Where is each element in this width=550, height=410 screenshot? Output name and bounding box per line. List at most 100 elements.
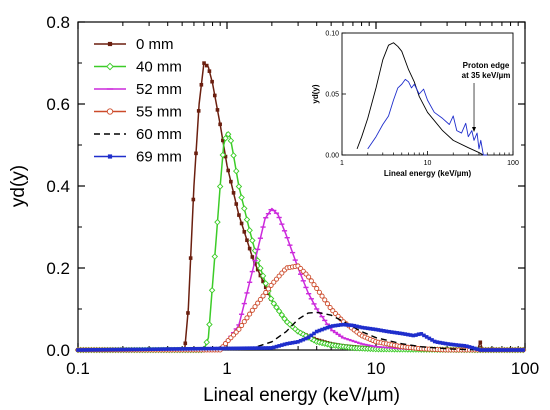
data-point [368, 326, 373, 331]
data-point [273, 304, 280, 311]
data-point [231, 346, 236, 351]
data-point [499, 348, 504, 352]
data-point [293, 340, 298, 345]
data-point [263, 346, 268, 350]
data-point [242, 346, 247, 351]
data-point [210, 79, 214, 84]
data-point [236, 326, 242, 332]
data-point [416, 332, 421, 337]
data-point [119, 347, 123, 352]
data-point [241, 205, 248, 212]
legend-label: 40 mm [136, 59, 182, 76]
data-point [483, 348, 488, 352]
data-point [259, 272, 267, 280]
data-point [175, 347, 180, 351]
data-point [365, 326, 370, 331]
data-point [406, 332, 410, 337]
x-axis-title: Lineal energy (keV/µm) [203, 385, 400, 406]
legend-item: 60 mm [94, 126, 182, 143]
data-point [352, 323, 357, 328]
series-55-mm [75, 263, 526, 353]
data-point [432, 339, 437, 344]
data-point [255, 346, 260, 350]
data-point [257, 297, 263, 303]
data-point [363, 326, 367, 330]
data-point [262, 280, 269, 287]
y-tick-label: 0.4 [46, 177, 70, 196]
inset-series-line-0 [356, 42, 484, 156]
data-point [253, 346, 257, 350]
data-point [261, 279, 265, 284]
data-point [250, 255, 255, 259]
x-tick-label: 10 [367, 359, 386, 378]
data-point [252, 304, 258, 310]
data-point [274, 344, 279, 349]
data-point [255, 300, 261, 306]
data-point [230, 152, 237, 159]
data-point [513, 348, 517, 352]
inset-x-tick-label: 10 [424, 160, 432, 167]
data-point [398, 331, 402, 336]
data-point [306, 335, 311, 340]
data-point [151, 347, 155, 352]
data-point [357, 325, 362, 329]
data-point [271, 279, 277, 285]
data-point [271, 345, 276, 350]
data-point [440, 341, 445, 345]
data-point [360, 325, 365, 330]
data-point [108, 347, 112, 352]
data-point [191, 197, 196, 202]
data-point [103, 347, 107, 352]
data-point [328, 324, 332, 329]
data-point [183, 341, 188, 346]
data-point [294, 328, 302, 335]
data-point [180, 347, 185, 351]
data-point [344, 323, 348, 327]
data-point [235, 183, 243, 190]
data-point [172, 347, 177, 351]
legend: 0 mm 40 mm 52 mm 55 mm 60 mm 69 mm [94, 36, 182, 166]
data-point [470, 345, 475, 350]
data-point [475, 347, 480, 352]
data-point [273, 276, 280, 282]
data-point [260, 293, 266, 299]
data-point [411, 333, 416, 338]
data-point [202, 61, 206, 65]
data-point [389, 330, 394, 334]
inset-x-tick-label: 100 [507, 160, 519, 167]
legend-label: 55 mm [136, 104, 182, 121]
data-point [312, 331, 316, 336]
data-point [199, 346, 204, 351]
data-point [111, 347, 115, 352]
data-point [339, 323, 343, 327]
data-point [148, 347, 153, 352]
data-point [223, 346, 228, 351]
data-point [494, 348, 499, 352]
data-point [239, 221, 244, 226]
annotation-line-1: Proton edge [463, 61, 510, 70]
data-point [505, 348, 509, 352]
data-point [145, 347, 150, 352]
data-point [376, 328, 381, 332]
inset-series-line-1 [367, 78, 488, 156]
data-point [243, 216, 251, 223]
data-point [267, 295, 275, 302]
inset-x-axis-title: Lineal energy (keV/µm) [384, 169, 472, 178]
data-point [462, 343, 467, 348]
data-point [298, 338, 303, 343]
data-point [194, 151, 198, 156]
data-point [279, 270, 285, 276]
data-point [140, 347, 145, 352]
data-point [384, 329, 389, 334]
data-point [459, 343, 464, 348]
data-point [211, 253, 219, 260]
data-point [229, 179, 233, 184]
legend-label: 60 mm [136, 126, 182, 143]
data-point [308, 278, 314, 284]
data-point [478, 348, 483, 352]
data-point [311, 282, 317, 288]
y-tick-label: 0.6 [46, 95, 70, 114]
x-tick-label: 0.1 [66, 359, 90, 378]
data-point [194, 346, 198, 351]
legend-item: 69 mm [94, 149, 182, 166]
